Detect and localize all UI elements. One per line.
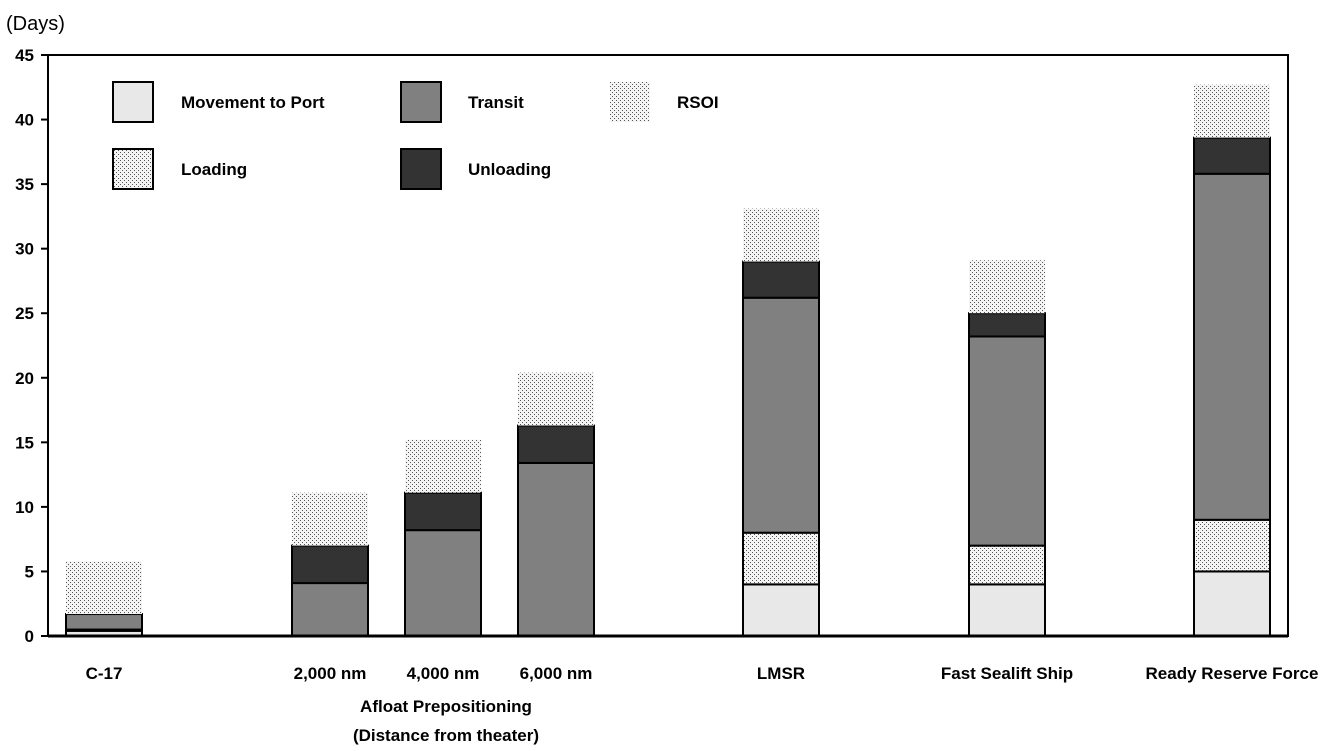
bar-segment-transit	[742, 296, 820, 534]
legend-item-movement-to-port: Movement to Port	[112, 81, 325, 123]
legend-swatch-rsoi	[610, 82, 650, 122]
legend-item-transit: Transit	[400, 81, 524, 123]
plot-frame	[47, 54, 1289, 637]
bar-segment-unloading	[742, 260, 820, 299]
legend-swatch-movement-to-port	[112, 81, 154, 123]
x-axis-labels: C-17 2,000 nm 4,000 nm 6,000 nm LMSR Fast Sea…	[86, 664, 1319, 683]
x-category-label: Fast Sealift Ship	[941, 664, 1073, 683]
y-tick-label: 45	[15, 46, 34, 65]
legend-label-loading: Loading	[181, 160, 247, 179]
bar-segment-movement	[968, 583, 1046, 637]
bar-segment-loading	[968, 544, 1046, 586]
bar-segment-transit	[1193, 172, 1271, 521]
bar-segment-rsoi	[292, 492, 368, 546]
legend-swatch-unloading	[400, 148, 442, 190]
legend: Movement to Port Transit RSOI Loading Un…	[112, 81, 719, 190]
x-category-label: Ready Reserve Force	[1146, 664, 1319, 683]
bar-segment-transit	[291, 582, 369, 638]
y-tick-label: 15	[15, 433, 34, 452]
y-tick-label: 0	[25, 627, 34, 646]
bar-segment-transit	[65, 613, 143, 631]
legend-item-loading: Loading	[112, 148, 247, 190]
group-label-line-1: Afloat Prepositioning	[360, 697, 532, 716]
bar-segment-unloading	[291, 544, 369, 585]
legend-swatch-loading	[112, 148, 154, 190]
bars	[48, 84, 1288, 638]
x-category-label: 4,000 nm	[407, 664, 480, 683]
legend-label-movement-to-port: Movement to Port	[181, 93, 325, 112]
legend-label-rsoi: RSOI	[677, 93, 719, 112]
bar-segment-rsoi	[405, 439, 481, 493]
x-category-label: 2,000 nm	[294, 664, 367, 683]
y-tick-label: 10	[15, 498, 34, 517]
y-tick-label: 40	[15, 111, 34, 130]
bar-segment-transit	[968, 335, 1046, 547]
x-category-label: LMSR	[757, 664, 805, 683]
x-category-label: 6,000 nm	[520, 664, 593, 683]
y-tick-label: 30	[15, 240, 34, 259]
bar-segment-rsoi	[518, 372, 594, 426]
y-axis-label: (Days)	[6, 13, 65, 35]
y-tick-label: 35	[15, 175, 34, 194]
bar-segment-loading	[742, 531, 820, 586]
bar-segment-rsoi	[969, 260, 1045, 314]
legend-item-unloading: Unloading	[400, 148, 551, 190]
bar-segment-unloading	[1193, 136, 1271, 175]
bar-segment-unloading	[968, 312, 1046, 338]
bar-segment-loading	[1193, 518, 1271, 573]
bar-segment-unloading	[517, 424, 595, 464]
bar-segment-rsoi	[66, 561, 142, 615]
y-tick-label: 25	[15, 304, 34, 323]
bar-segment-rsoi	[743, 208, 819, 262]
bar-segment-transit	[517, 461, 595, 638]
legend-item-rsoi: RSOI	[610, 82, 719, 122]
legend-label-transit: Transit	[468, 93, 524, 112]
group-label-line-2: (Distance from theater)	[353, 726, 539, 745]
bar-segment-rsoi	[1194, 84, 1270, 138]
bar-segment-transit	[404, 529, 482, 638]
bar-segment-movement	[742, 583, 820, 637]
y-tick-label: 5	[25, 562, 34, 581]
legend-label-unloading: Unloading	[468, 160, 551, 179]
x-category-label: C-17	[86, 664, 123, 683]
legend-swatch-transit	[400, 81, 442, 123]
y-axis-ticks: 0 5 10 15 20 25 30 35 40 45	[15, 46, 48, 646]
bar-segment-unloading	[404, 491, 482, 532]
y-tick-label: 20	[15, 369, 34, 388]
bar-segment-movement	[1193, 570, 1271, 638]
